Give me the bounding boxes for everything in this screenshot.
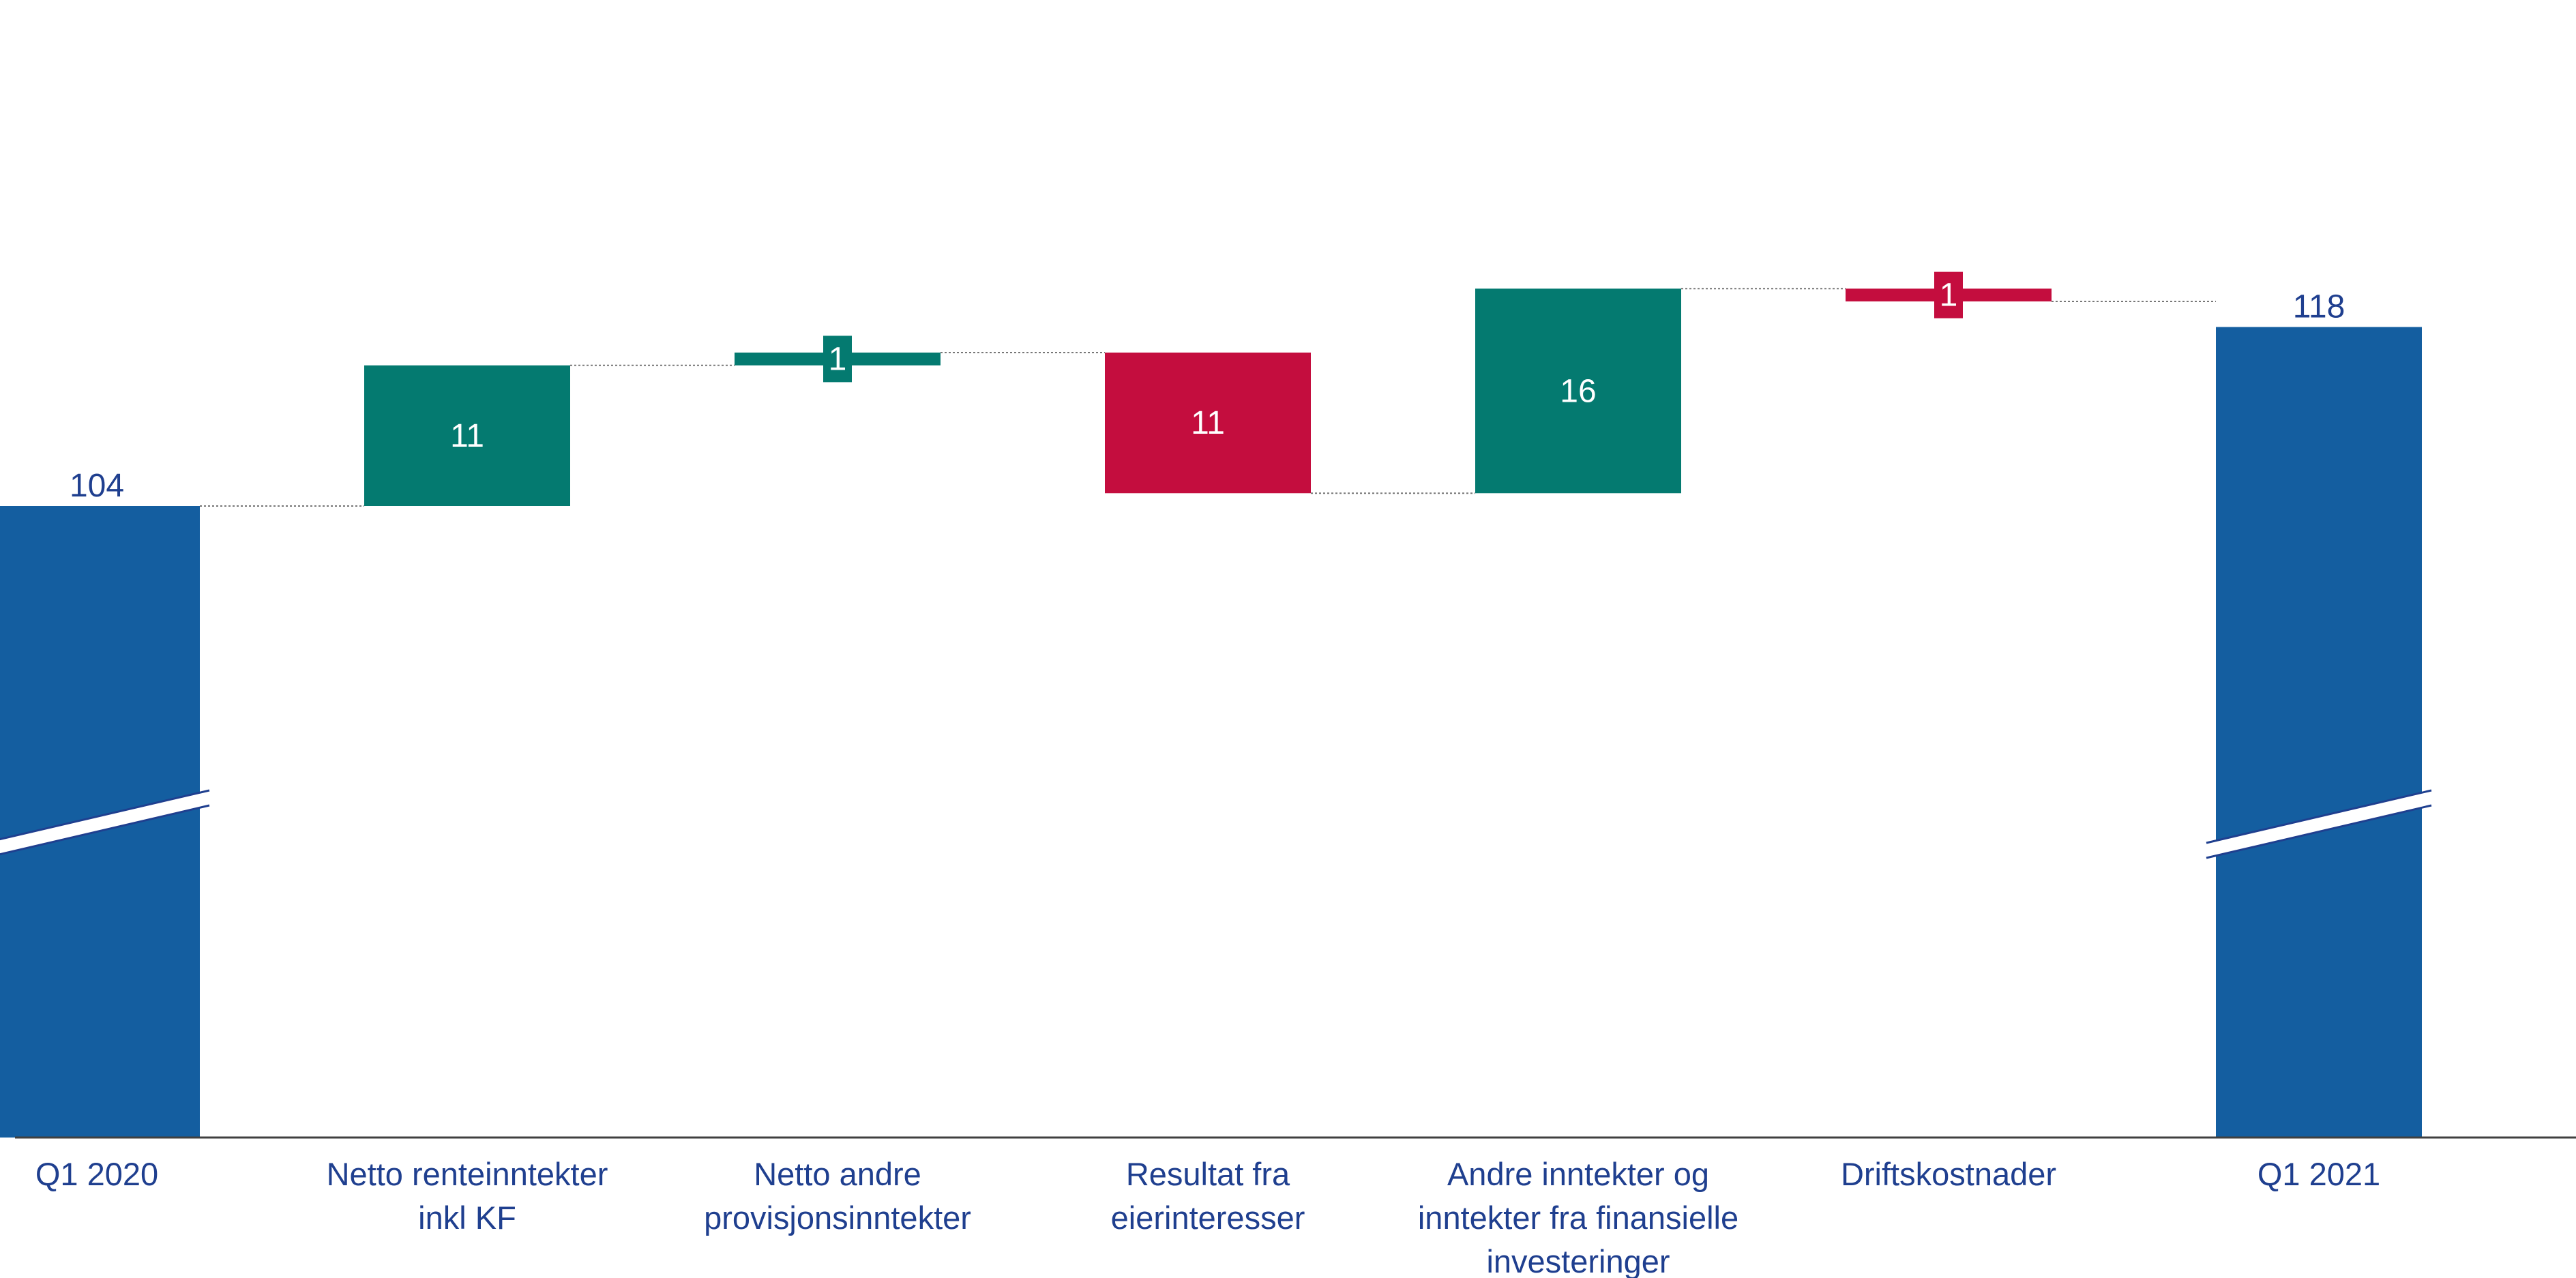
bar-1-category-label: Q1 2020 (35, 1156, 158, 1192)
axis-break-marks (0, 789, 2432, 859)
bar-1-axis-break-edge-top (0, 789, 210, 841)
bar-7-axis-break-edge-top (2206, 789, 2432, 844)
bar-4-category-label: Resultat fra eierinteresser (1111, 1156, 1305, 1236)
bar-2 (364, 365, 570, 506)
bar-3-value-label: 1 (829, 341, 847, 377)
bar-1-axis-break-edge-bottom (0, 804, 210, 856)
bar-3-category-label: Netto andre provisjonsinntekter (704, 1156, 971, 1236)
bar-4 (1105, 353, 1311, 494)
bar-3-label-box (823, 336, 852, 383)
bar-6-category-label: Driftskostnader (1841, 1156, 2056, 1192)
bar-7-category-label: Q1 2021 (2257, 1156, 2380, 1192)
bar-4-value-label: 11 (1191, 405, 1225, 441)
category-labels: Q1 2020 Netto renteinntekter inkl KF Netto … (35, 1156, 2380, 1278)
bar-6-value-label: 1 (1940, 278, 1958, 314)
connector-lines (200, 288, 2216, 507)
bar-7-value-label: 118 (2293, 289, 2345, 325)
bar-2-value-label: 11 (450, 418, 484, 454)
bar-1-axis-break (0, 790, 209, 855)
bar-1-value-label: 104 (70, 468, 124, 504)
bar-7 (2216, 327, 2422, 1138)
bar-2-category-label: Netto renteinntekter inkl KF (327, 1156, 608, 1236)
bar-6-label-box (1934, 271, 1963, 318)
bar-5-value-label: 16 (1560, 373, 1596, 409)
bar-5-category-label: Andre inntekter og inntekter fra finansie… (1418, 1156, 1738, 1278)
bar-5 (1475, 288, 1681, 494)
bar-7-axis-break-edge-bottom (2206, 804, 2432, 859)
bar-7-axis-break (2206, 790, 2431, 858)
